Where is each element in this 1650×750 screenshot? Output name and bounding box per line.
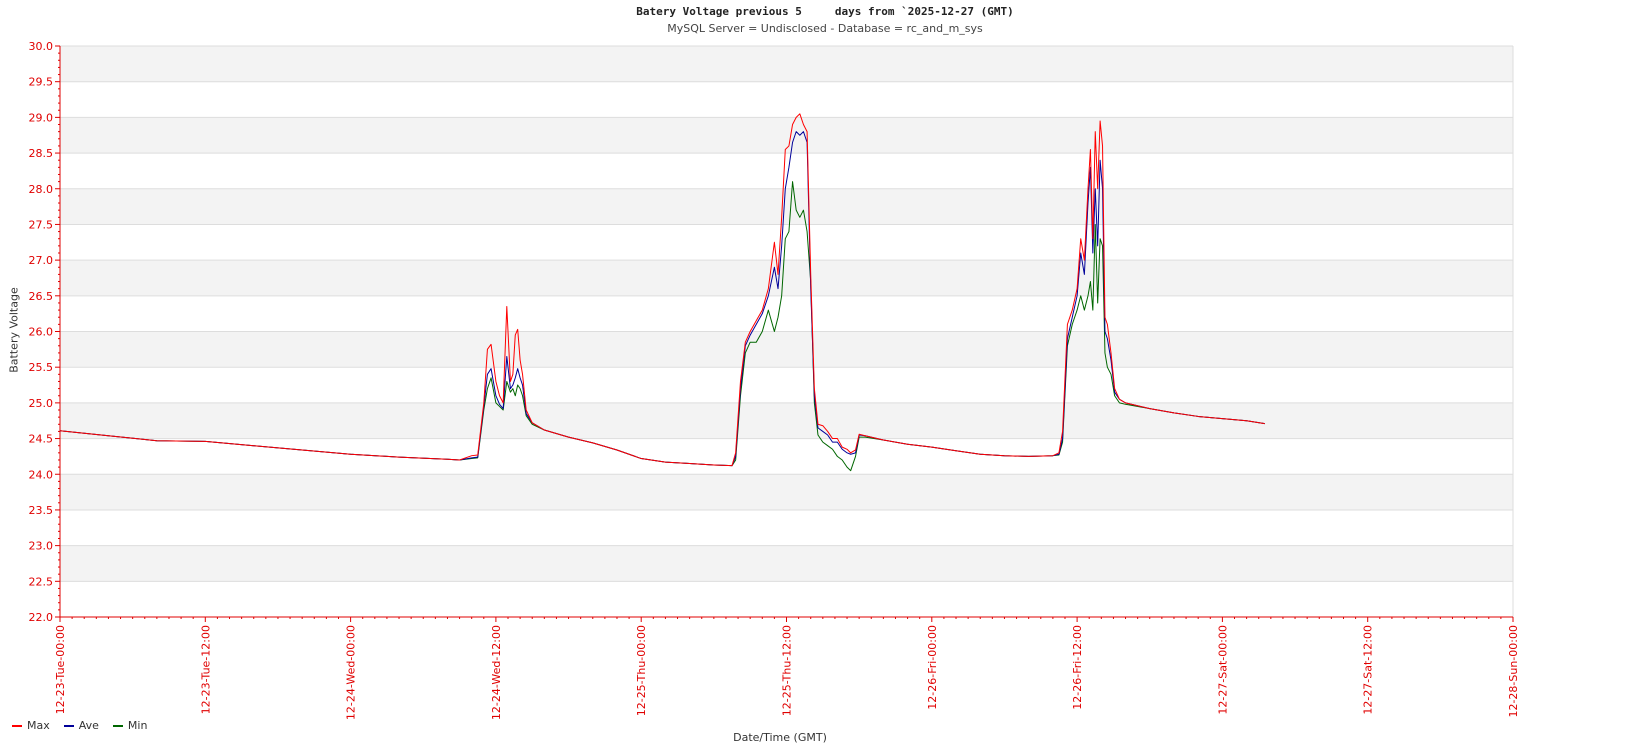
grid-band [60,46,1513,82]
x-tick-label: 12-26-Fri-00:00 [926,625,939,710]
x-tick-label: 12-28-Sun-00:00 [1507,625,1520,718]
grid-band [60,545,1513,582]
x-tick-label: 12-25-Thu-12:00 [781,625,794,716]
legend-label-min: Min [127,719,148,732]
y-tick-label: 29.0 [29,111,54,124]
y-tick-label: 26.5 [29,290,54,303]
x-tick-label: 12-27-Sat-00:00 [1216,625,1229,715]
legend-swatch-min [112,724,123,727]
y-tick-label: 22.0 [29,611,54,624]
legend-label-ave: Ave [78,719,99,732]
y-tick-label: 25.0 [29,397,54,410]
y-tick-label: 24.5 [29,433,54,446]
legend: Max Ave Min [12,719,147,732]
y-tick-label: 29.5 [29,76,54,89]
x-tick-label: 12-23-Tue-12:00 [199,625,212,714]
legend-swatch-max [12,724,22,727]
y-axis-label: Battery Voltage [7,287,21,373]
y-tick-label: 28.5 [29,147,54,160]
x-tick-label: 12-25-Thu-00:00 [635,625,648,716]
x-tick-label: 12-23-Tue-00:00 [54,625,67,714]
y-tick-label: 22.5 [29,575,54,588]
y-tick-label: 28.0 [29,183,54,196]
x-tick-label: 12-24-Wed-12:00 [490,625,503,720]
legend-item-ave: Ave [63,719,99,732]
y-tick-label: 23.0 [29,540,54,553]
series-line-min [59,181,1265,472]
x-tick-label: 12-27-Sat-12:00 [1362,625,1375,715]
x-tick-label: 12-24-Wed-00:00 [345,625,358,720]
legend-label-max: Max [27,719,50,732]
x-tick-label: 12-26-Fri-12:00 [1071,625,1084,710]
series-line-max [59,113,1265,467]
y-tick-label: 27.5 [29,218,54,231]
grid-band [60,331,1513,368]
y-tick-label: 23.5 [29,504,54,517]
grid-band [60,188,1513,225]
x-axis-label: Date/Time (GMT) [733,731,827,744]
y-tick-label: 25.5 [29,361,54,374]
chart-title: Batery Voltage previous 5 days from `202… [636,5,1014,18]
legend-swatch-ave [63,724,74,727]
y-tick-label: 27.0 [29,254,54,267]
legend-item-max: Max [12,719,50,732]
y-tick-label: 26.0 [29,326,54,339]
legend-item-min: Min [112,719,148,732]
y-tick-label: 24.0 [29,468,54,481]
grid-band [60,402,1513,439]
grid-band [60,474,1513,510]
y-tick-label: 30.0 [29,40,54,53]
grid-band [60,117,1513,154]
chart-subtitle: MySQL Server = Undisclosed - Database = … [667,22,983,35]
grid-band [60,260,1513,296]
